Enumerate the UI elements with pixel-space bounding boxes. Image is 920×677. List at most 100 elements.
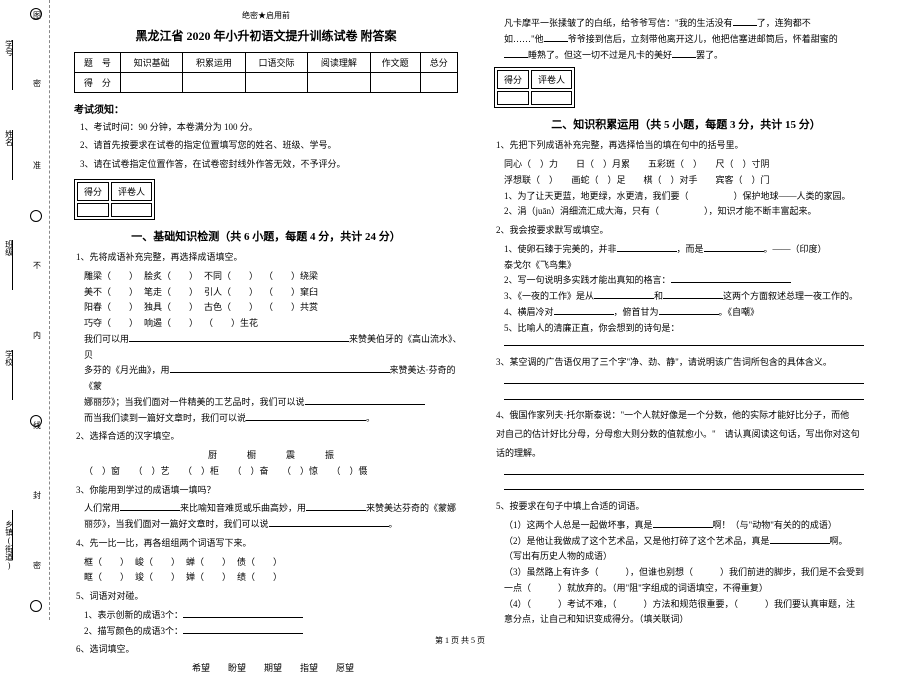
idiom: （ ）共赏 [264,300,318,316]
txt: 爷爷接到信后，立刻带他离开这儿，他把信塞进邮筒后，怀着甜蜜的 [568,34,838,44]
bind-underline [12,510,13,560]
txt: 。《自嘲》 [719,307,760,317]
txt: 人们常用 [84,503,120,513]
txt: 娜丽莎》；当我们面对一件精美的工艺品时，我们可以说 [84,397,305,407]
q1: 1、先将成语补充完整，再选择成语填空。 [76,250,462,266]
score-cell [308,73,370,93]
q2-items: （ ）窗 （ ）艺 （ ）柜 （ ）奋 （ ）惊 （ ）慑 [84,464,462,480]
blank [170,363,390,373]
sec1-title: 一、基础知识检测（共 6 小题，每题 4 分，共计 24 分） [70,228,462,244]
s2q1b: 2、涓（juān）涓细流汇成大海，只有（ ），知识才能不断丰富起来。 [504,204,882,220]
txt: 来赞美达芬奇的《蒙娜 [366,503,456,513]
q3-text: 丽莎》，当我们面对一篇好文章时，我们可以说。 [84,517,462,533]
bind-underline [12,40,13,90]
grade-box: 得分 评卷人 [74,179,155,220]
blank [504,374,864,384]
txt: ，俯首甘为 [614,307,659,317]
sec2-title: 二、知识积累运用（共 5 小题，每题 3 分，共计 15 分） [490,116,882,132]
s2q2e-blank [504,336,882,352]
score-cell [245,73,307,93]
right-column: 凡卡摩平一张揉皱了的白纸，给爷爷写信："我的生活没有了，连狗都不 如……"他爷爷… [476,0,896,620]
punch-hole [30,600,42,612]
score-cell [183,73,245,93]
s2q1a: 1、为了让天更蓝，地更绿，水更清，我们要（ ）保护地球——人类的家园。 [504,189,882,205]
score-table: 题 号 知识基础 积累运用 口语交际 阅读理解 作文题 总分 得 分 [74,52,458,93]
rt-line: 睡熟了。但这一切不过是凡卡的美好罢了。 [504,48,882,64]
notice-item: 1、考试时间：90 分钟，本卷满分为 100 分。 [80,120,462,134]
seal-char: 封 [33,490,41,501]
s2q4-blank [504,480,882,496]
blank [305,395,425,405]
score-h: 题 号 [74,53,120,73]
blank [129,332,349,342]
blank [504,465,864,475]
pair: 婵（ ） [186,570,231,586]
blank [554,305,614,315]
q4-row: 眶（ ） 竣（ ） 婵（ ） 绩（ ） [84,570,462,586]
blank [504,390,864,400]
bind-underline [12,130,13,180]
q5: 5、词语对对碰。 [76,589,462,605]
blank [653,518,713,528]
pair: 债（ ） [237,555,282,571]
q3: 3、你能用到学过的成语填一填吗？ [76,483,462,499]
blank [504,336,864,346]
grade-blank [77,203,109,217]
left-column: 绝密★启用前 黑龙江省 2020 年小升初语文提升训练试卷 附答案 题 号 知识… [56,0,476,620]
score-h: 口语交际 [245,53,307,73]
s2q2a2: 泰戈尔《飞鸟集》 [504,258,882,274]
idiom: （ ）绕梁 [264,269,318,285]
grade-box-2: 得分 评卷人 [494,67,575,108]
txt: 睡熟了。但这一切不过是凡卡的美好 [528,50,672,60]
s2q2e: 5、比喻人的清廉正直，你会想到的诗句是： [504,321,882,337]
q1-text: 多芬的《月光曲》，用来赞美达·芬奇的《蒙 [84,363,462,395]
s2q5b: （2）是他让我做成了这个艺术品，又是他打碎了这个艺术品，真是啊。 [504,534,882,550]
blank [770,534,830,544]
q6-words: 希望 盼望 期望 指望 愿望 [84,661,462,677]
txt: 啊。 [830,536,848,546]
blank [246,411,366,421]
s2q1r1: 同心（ ）力 日（ ）月累 五彩斑（ ） 尺（ ）寸阴 [504,157,882,173]
notice-item: 2、请首先按要求在试卷的指定位置填写您的姓名、班级、学号。 [80,138,462,152]
blank [544,32,568,42]
score-h: 积累运用 [183,53,245,73]
grade-blank [531,91,572,105]
s2q5d: （4）（ ）考试不难，（ ）方法和规范很重要，（ ）我们要认真审题，注 [504,597,882,613]
s2q5b3: （写出有历史人物的成语） [504,549,882,565]
idiom: 美不（ ） [84,285,138,301]
seal-char: 密 [33,560,41,571]
txt: 凡卡摩平一张揉皱了的白纸，给爷爷写信："我的生活没有 [504,18,733,28]
q2-chars: 厨 橱 震 振 [84,448,462,464]
idiom: 笔走（ ） [144,285,198,301]
pair: 眶（ ） [84,570,129,586]
notice-item: 3、请在试卷指定位置作答，在试卷密封线外作答无效，不予评分。 [80,157,462,171]
punch-hole [30,210,42,222]
binding-margin: 图 学号 密 姓名 准 班级 不 内 学校 线 封 乡镇(街道) 密 [0,0,50,620]
q1-text: 我们可以用来赞美伯牙的《高山流水》、贝 [84,332,462,364]
grade-c2: 评卷人 [111,182,152,201]
s2q4c: 话的理解。 [496,446,882,462]
blank [504,48,528,58]
s2q2: 2、我会按要求默写或填空。 [496,223,882,239]
grade-blank [111,203,152,217]
blank [269,517,389,527]
blank [671,273,791,283]
score-cell [370,73,420,93]
q1-row: 巧夺（ ） 响遏（ ） （ ）生花 [84,316,462,332]
score-cell [420,73,458,93]
bind-underline [12,350,13,400]
s2q4: 4、俄国作家列夫·托尔斯泰说："一个人就好像是一个分数，他的实际才能好比分子，而… [496,408,882,424]
txt: 1、使卵石臻于完美的，并非 [504,244,617,254]
idiom: 脍炙（ ） [144,269,198,285]
s2q2c: 3、《一夜的工作》是从和这两个方面叙述总理一夜工作的。 [504,289,882,305]
seal-char: 密 [33,78,41,89]
q2: 2、选择合适的汉字填空。 [76,429,462,445]
txt: 啊！（与"动物"有关的的成语） [713,520,837,530]
txt: 5、比喻人的清廉正直，你会想到的诗句是： [504,323,680,333]
blank [504,480,864,490]
s2q2b: 2、写一句说明多实践才能出真知的格言： [504,273,882,289]
txt: 如……"他 [504,34,544,44]
pair: 绩（ ） [237,570,282,586]
grade-c2: 评卷人 [531,70,572,89]
idiom: （ ）生花 [204,316,258,332]
